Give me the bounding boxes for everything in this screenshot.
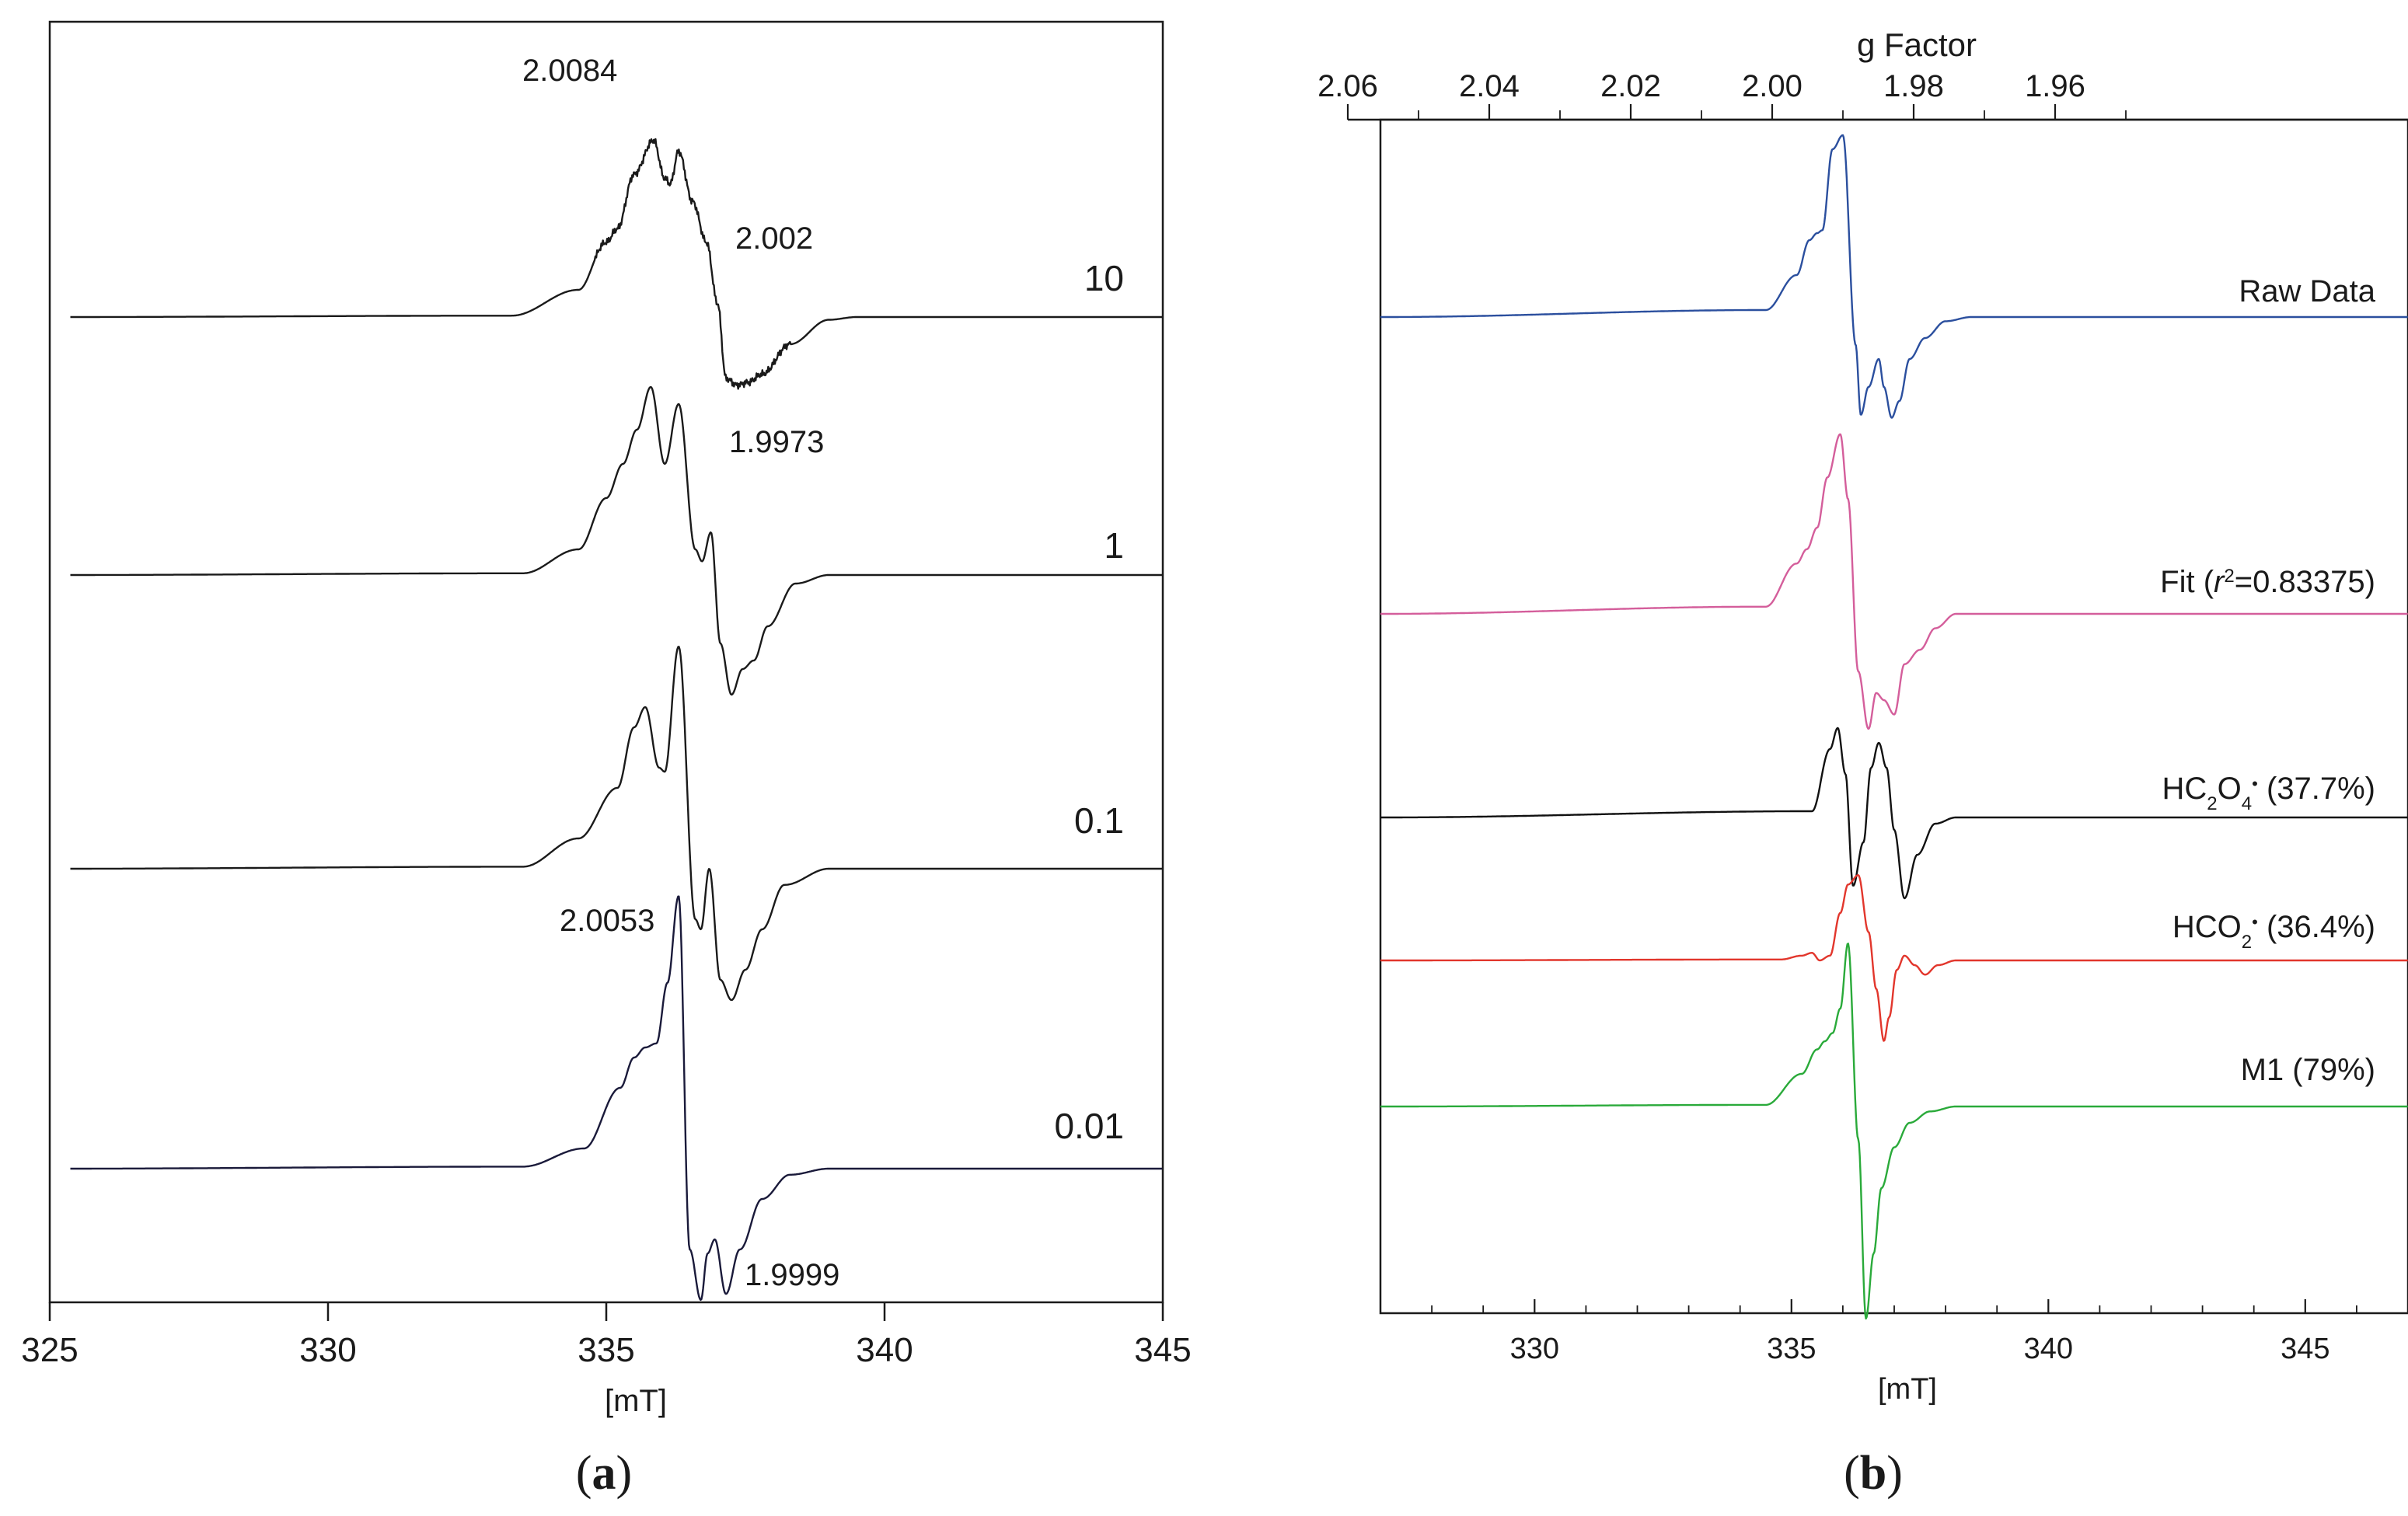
panel-b-series-1 — [1380, 433, 2408, 730]
panel-b-x-tick-label-0: 330 — [1510, 1333, 1559, 1365]
fit-sup: 2 — [2224, 566, 2234, 587]
panel-a-letter: (a) — [576, 1447, 632, 1500]
panel-b-x-ticks: 330 335 340 345 — [1431, 1299, 2408, 1365]
panel-b-g-tick-label-3: 2.00 — [1742, 69, 1803, 103]
panel-a-traces — [70, 138, 1163, 1302]
annotation-2-0053: 2.0053 — [560, 904, 654, 938]
hc2o4-sub2: 4 — [2242, 793, 2252, 814]
panel-a-series-3 — [70, 895, 1163, 1302]
panel-b-x-tick-label-2: 340 — [2024, 1333, 2073, 1365]
hco2-dot: • — [2252, 912, 2258, 932]
panel-b-g-tick-label-2: 2.02 — [1600, 69, 1661, 103]
panel-a-x-ticks: 325 330 335 340 345 — [21, 1302, 1192, 1369]
trace-label-1: 1 — [1104, 525, 1124, 566]
panel-a-x-tick-label-4: 345 — [1134, 1331, 1191, 1369]
panel-b-series-2 — [1380, 727, 2408, 900]
panel-b-series-3 — [1380, 874, 2408, 1042]
trace-label-hco2: HCO2• (36.4%) — [2172, 910, 2375, 953]
panel-a-x-tick-label-1: 330 — [299, 1331, 356, 1369]
annotation-2-002: 2.002 — [735, 221, 813, 256]
trace-label-m1: M1 (79%) — [2241, 1053, 2375, 1087]
hco2-sub: 2 — [2242, 932, 2252, 953]
fit-r: r — [2214, 565, 2225, 599]
panel-b-x-tick-label-1: 335 — [1767, 1333, 1816, 1365]
hc2o4-main: HC — [2162, 772, 2207, 806]
hc2o4-mid: O — [2218, 772, 2242, 806]
fit-suffix: =0.83375) — [2235, 565, 2375, 599]
trace-label-10: 10 — [1084, 258, 1124, 298]
panel-b-letter-text: b — [1860, 1447, 1886, 1500]
panel-b-g-tick-label-5: 1.96 — [2025, 69, 2085, 103]
panel-a-series-1 — [70, 385, 1163, 696]
panel-b-g-tick-label-1: 2.04 — [1459, 69, 1520, 103]
panel-a-letter-text: a — [592, 1447, 616, 1500]
panel-b-series-0 — [1380, 134, 2408, 419]
trace-label-raw-data: Raw Data — [2239, 274, 2375, 308]
panel-a-x-tick-label-3: 340 — [856, 1331, 913, 1369]
annotation-2-0084: 2.0084 — [522, 54, 617, 88]
panel-b-top-axis-title: g Factor — [1857, 26, 1977, 63]
panel-b-traces — [1380, 134, 2408, 1320]
panel-a-frame — [48, 20, 1164, 1304]
trace-label-0-01: 0.01 — [1054, 1106, 1124, 1146]
panel-b-x-tick-label-3: 345 — [2281, 1333, 2329, 1365]
panel-a: 325 330 335 340 345 10 1 0.1 0.01 2.0084 2.0… — [21, 20, 1192, 1500]
panel-b-x-axis-label: [mT] — [1878, 1373, 1937, 1406]
panel-b-g-tick-label-0: 2.06 — [1317, 69, 1378, 103]
hc2o4-dot: • — [2252, 774, 2258, 793]
panel-b-g-tick-label-4: 1.98 — [1883, 69, 1944, 103]
panel-a-x-tick-label-2: 335 — [578, 1331, 634, 1369]
hc2o4-pct: (37.7%) — [2258, 772, 2375, 806]
hc2o4-sub1: 2 — [2207, 793, 2217, 814]
trace-label-fit: Fit (r2=0.83375) — [2160, 565, 2375, 599]
trace-label-0-1: 0.1 — [1074, 800, 1124, 841]
panel-b-letter: (b) — [1844, 1447, 1903, 1500]
panel-b: g Factor 2.06 2.04 2.02 2.00 1.98 1.96 330 335… — [1317, 26, 2408, 1500]
panel-a-x-axis-label: [mT] — [605, 1384, 667, 1418]
hco2-pct: (36.4%) — [2258, 910, 2375, 944]
hco2-main: HCO — [2172, 910, 2242, 944]
panel-a-x-tick-label-0: 325 — [21, 1331, 78, 1369]
panel-b-series-4 — [1380, 943, 2408, 1320]
trace-label-hc2o4: HC2O4• (37.7%) — [2162, 772, 2376, 814]
panel-a-series-2 — [70, 646, 1163, 1002]
fit-prefix: Fit ( — [2160, 565, 2214, 599]
panel-b-g-ticks: 2.06 2.04 2.02 2.00 1.98 1.96 — [1317, 69, 2127, 120]
annotation-1-9973: 1.9973 — [729, 425, 824, 459]
annotation-1-9999: 1.9999 — [745, 1258, 839, 1292]
panel-a-series-0 — [70, 138, 1163, 390]
